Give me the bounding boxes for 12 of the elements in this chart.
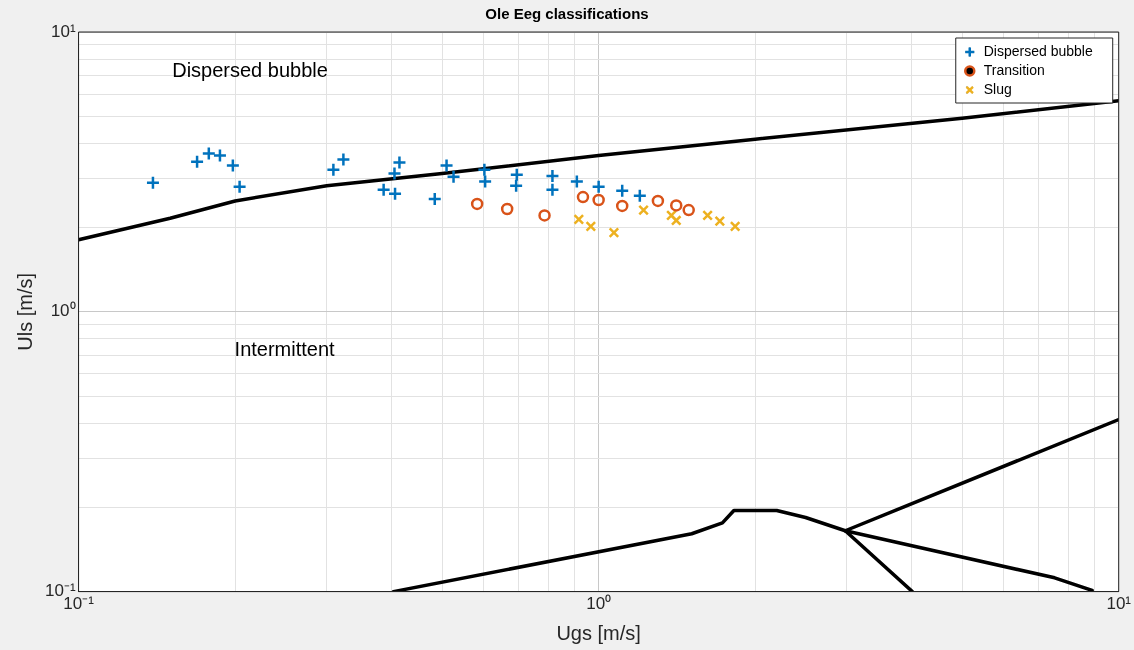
chart-title: Ole Eeg classifications: [485, 5, 649, 23]
annotation: Intermittent: [234, 338, 336, 361]
x-axis-title: Ugs [m/s]: [556, 621, 641, 644]
x-tick-label: 10¹: [1106, 594, 1132, 614]
y-tick-label: 10⁰: [50, 301, 76, 321]
legend-label: Slug: [983, 80, 1012, 97]
y-tick-label: 10¹: [50, 21, 76, 41]
y-axis-title: Uls [m/s]: [13, 272, 36, 351]
annotation: Dispersed bubble: [172, 58, 328, 81]
x-tick-label: 10⁰: [586, 594, 612, 614]
legend-label: Dispersed bubble: [983, 42, 1093, 59]
legend-label: Transition: [983, 61, 1045, 78]
